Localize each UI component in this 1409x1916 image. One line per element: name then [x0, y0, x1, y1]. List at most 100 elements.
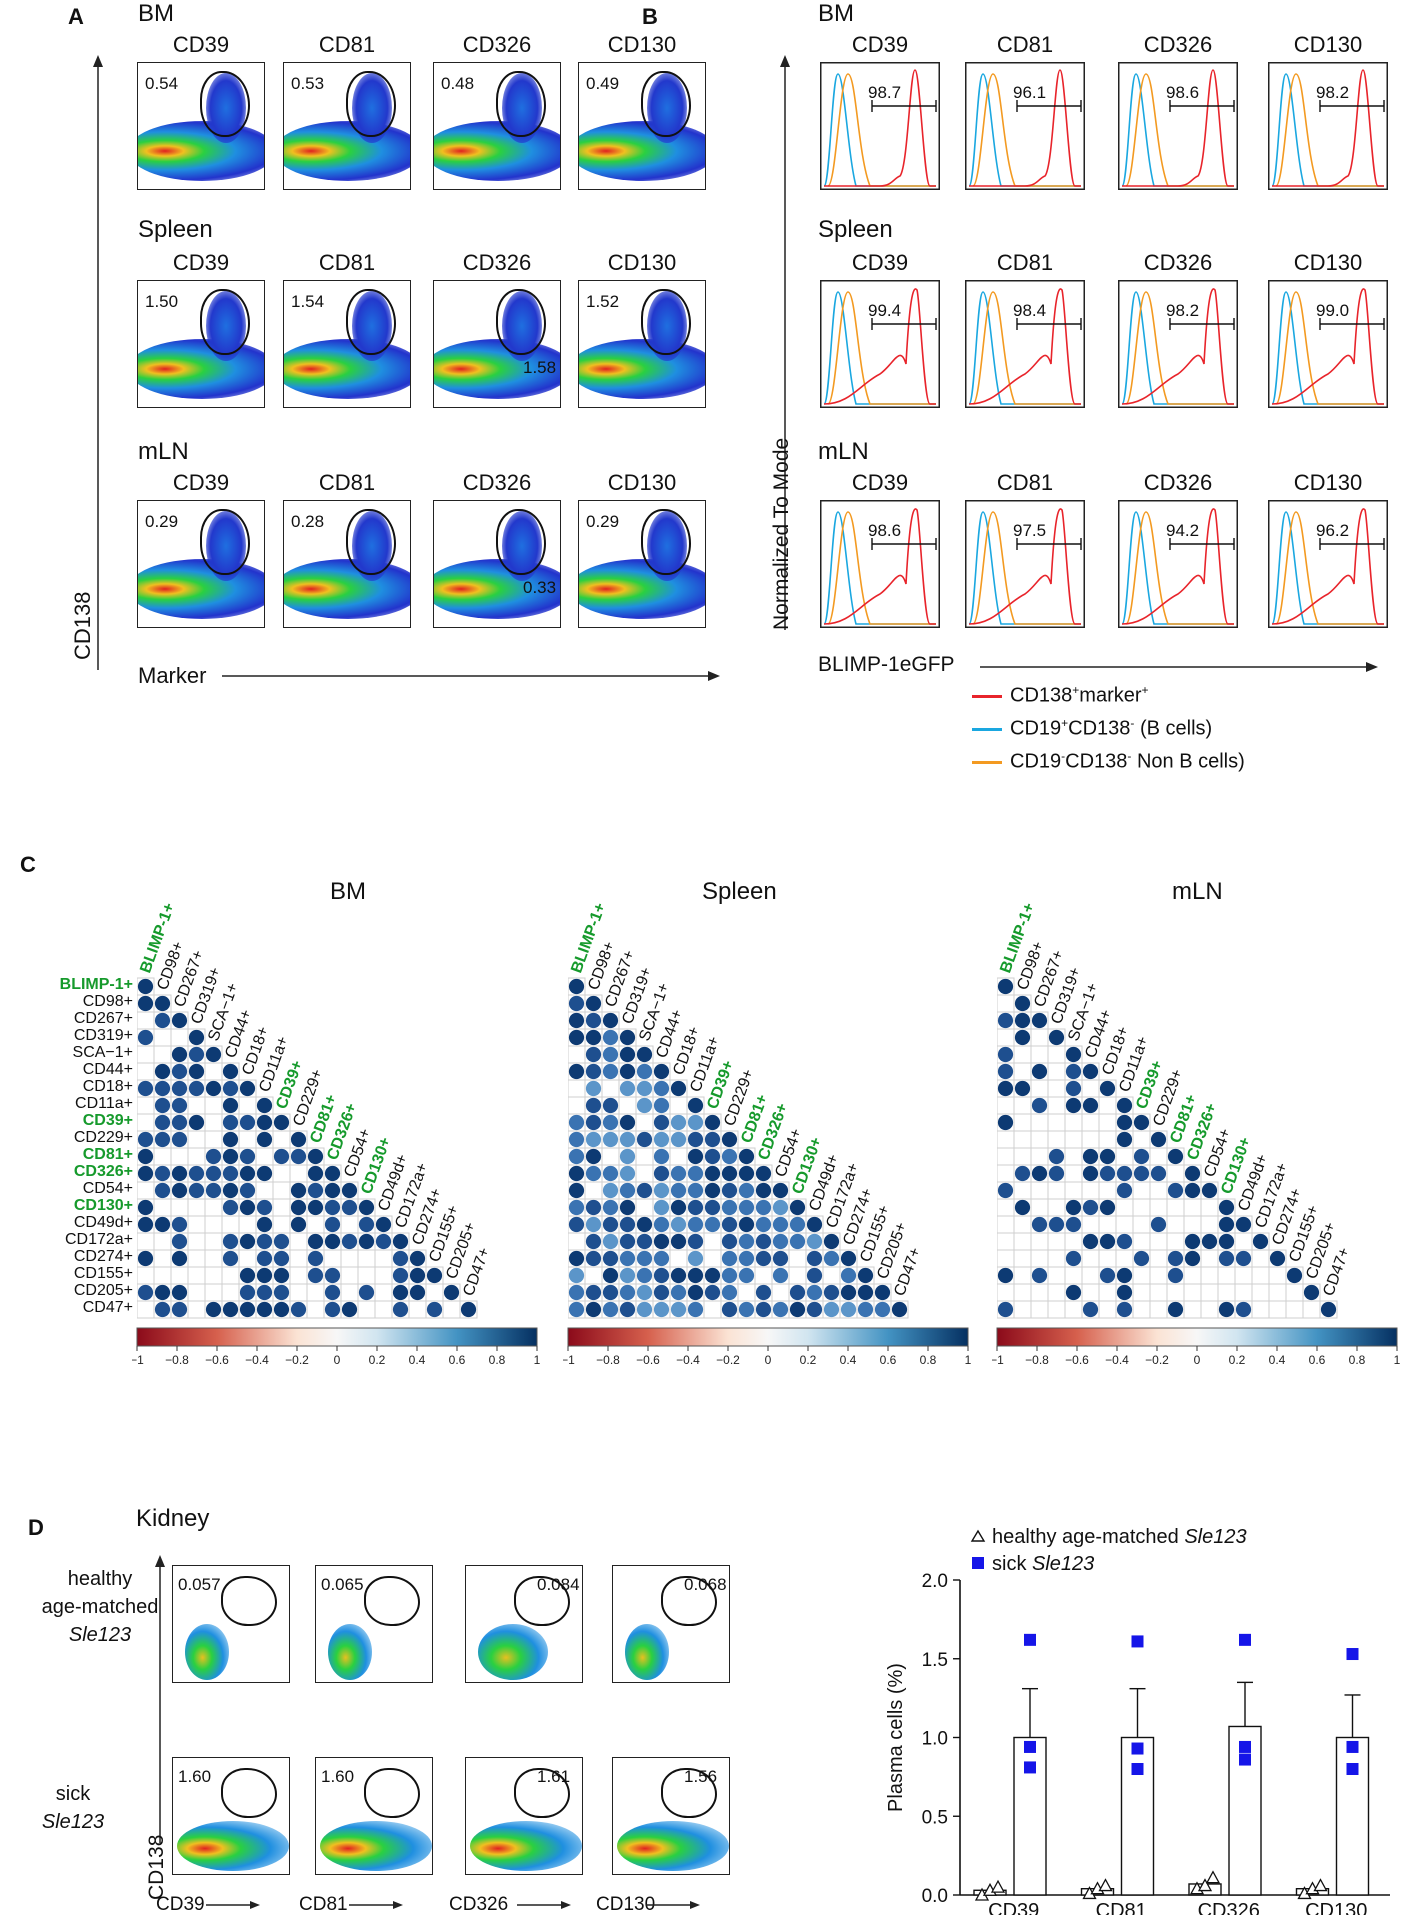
d-gate-percent: 0.057 — [178, 1575, 221, 1594]
matrix-cell — [187, 1198, 206, 1217]
correlation-dot — [997, 1301, 1014, 1318]
correlation-dot — [704, 1182, 721, 1199]
b-gate-percent: 99.4 — [868, 301, 901, 320]
correlation-dot — [460, 1301, 477, 1318]
correlation-dot — [1167, 1250, 1184, 1267]
correlation-dot — [1167, 1148, 1184, 1165]
density-cloud — [320, 1821, 432, 1871]
density-cloud — [138, 559, 264, 619]
correlation-dot — [857, 1267, 874, 1284]
matrix-cell — [1183, 1266, 1202, 1285]
b-y-axis-label: Normalized To Mode — [770, 437, 793, 630]
y-tick-label: 1.0 — [922, 1729, 948, 1750]
matrix-cell — [997, 1198, 1015, 1217]
b-marker-spleen-cd39: CD39 — [851, 250, 909, 275]
b-marker-spleen-cd326: CD326 — [1143, 250, 1213, 275]
d-x-arrow-head — [690, 1901, 700, 1909]
legend-red-mid: marker — [1079, 684, 1142, 707]
correlation-dot — [171, 1063, 188, 1080]
density-cloud — [284, 559, 410, 619]
correlation-dot — [307, 1199, 324, 1216]
point-sick — [1024, 1740, 1036, 1753]
matrix-cell — [1047, 1045, 1066, 1064]
correlation-dot — [1082, 1063, 1099, 1080]
matrix-cell — [272, 1198, 291, 1217]
correlation-dot — [602, 1114, 619, 1131]
correlation-dot — [704, 1114, 721, 1131]
matrix-cell — [1030, 1113, 1049, 1132]
matrix-cell — [1251, 1283, 1270, 1302]
correlation-dot — [1031, 1097, 1048, 1114]
colorbar-tick-label: 0.4 — [409, 1353, 426, 1367]
c-title-bm: BM — [330, 878, 366, 905]
correlation-dot — [392, 1267, 409, 1284]
c-matrix-mln: BLIMP-1+CD98+CD267+CD319+SCA−1+CD44+CD18… — [997, 901, 1353, 1319]
correlation-dot — [324, 1267, 341, 1284]
panel-label-a: A — [68, 4, 84, 29]
matrix-cell — [997, 1096, 1015, 1115]
correlation-dot — [823, 1233, 840, 1250]
matrix-cell — [703, 1300, 722, 1319]
density-cloud — [470, 1821, 582, 1871]
correlation-dot — [738, 1267, 755, 1284]
correlation-dot — [687, 1301, 704, 1318]
d-x-arrow — [349, 1901, 403, 1909]
c-colorbar-spleen: −1 −0.8 −0.6 −0.4 −0.2 0 0.2 0.4 0.6 0.8 1 — [563, 1327, 972, 1367]
matrix-cell — [340, 1249, 359, 1268]
correlation-dot — [670, 1284, 687, 1301]
matrix-cell — [1030, 1130, 1049, 1149]
matrix-cell — [1285, 1300, 1304, 1319]
density-cloud — [434, 339, 560, 399]
d-y-axis-label: CD138 — [145, 1834, 168, 1900]
correlation-dot — [653, 1267, 670, 1284]
correlation-dot — [324, 1182, 341, 1199]
d-flow-plot-healthy — [172, 1565, 290, 1683]
correlation-dot — [324, 1216, 341, 1233]
hist-orange-curve — [827, 291, 936, 405]
b-histogram: 98.4 — [965, 280, 1085, 408]
correlation-dot — [1218, 1216, 1235, 1233]
hist-frame — [820, 500, 940, 628]
matrix-cell — [187, 1249, 206, 1268]
matrix-cell — [272, 1164, 291, 1183]
correlation-dot — [721, 1131, 738, 1148]
c-row-label: CD47+ — [82, 1299, 133, 1316]
matrix-cell — [1047, 1283, 1066, 1302]
correlation-dot — [585, 1199, 602, 1216]
correlation-dot — [619, 1148, 636, 1165]
matrix-cell — [669, 1249, 688, 1268]
b-histogram: 96.1 — [965, 62, 1085, 190]
correlation-dot — [205, 1182, 222, 1199]
correlation-dot — [273, 1250, 290, 1267]
matrix-cell — [822, 1266, 841, 1285]
matrix-cell — [601, 1079, 620, 1098]
correlation-dot — [1099, 1267, 1116, 1284]
correlation-dot — [602, 1250, 619, 1267]
matrix-cell — [187, 1283, 206, 1302]
correlation-dot — [1031, 1012, 1048, 1029]
a-gate-percent: 0.49 — [586, 74, 620, 93]
correlation-dot — [670, 1199, 687, 1216]
colorbar-tick-label: 0.8 — [920, 1353, 937, 1367]
correlation-dot — [636, 1046, 653, 1063]
correlation-dot — [602, 1216, 619, 1233]
matrix-cell — [1013, 1300, 1032, 1319]
matrix-cell — [204, 1283, 223, 1302]
matrix-cell — [1268, 1266, 1287, 1285]
correlation-dot — [619, 1080, 636, 1097]
matrix-cell — [737, 1283, 756, 1302]
correlation-dot — [585, 995, 602, 1012]
matrix-cell — [1200, 1215, 1219, 1234]
correlation-dot — [585, 1284, 602, 1301]
correlation-dot — [891, 1301, 908, 1318]
matrix-cell — [1234, 1232, 1253, 1251]
correlation-dot — [1167, 1301, 1184, 1318]
correlation-dot — [188, 1182, 205, 1199]
matrix-cell — [170, 1198, 189, 1217]
gate — [661, 1768, 717, 1818]
matrix-cell — [1251, 1266, 1270, 1285]
d-x-arrow — [646, 1901, 700, 1909]
correlation-dot — [1218, 1301, 1235, 1318]
d-gate-percent: 1.60 — [178, 1767, 212, 1786]
correlation-dot — [721, 1301, 738, 1318]
